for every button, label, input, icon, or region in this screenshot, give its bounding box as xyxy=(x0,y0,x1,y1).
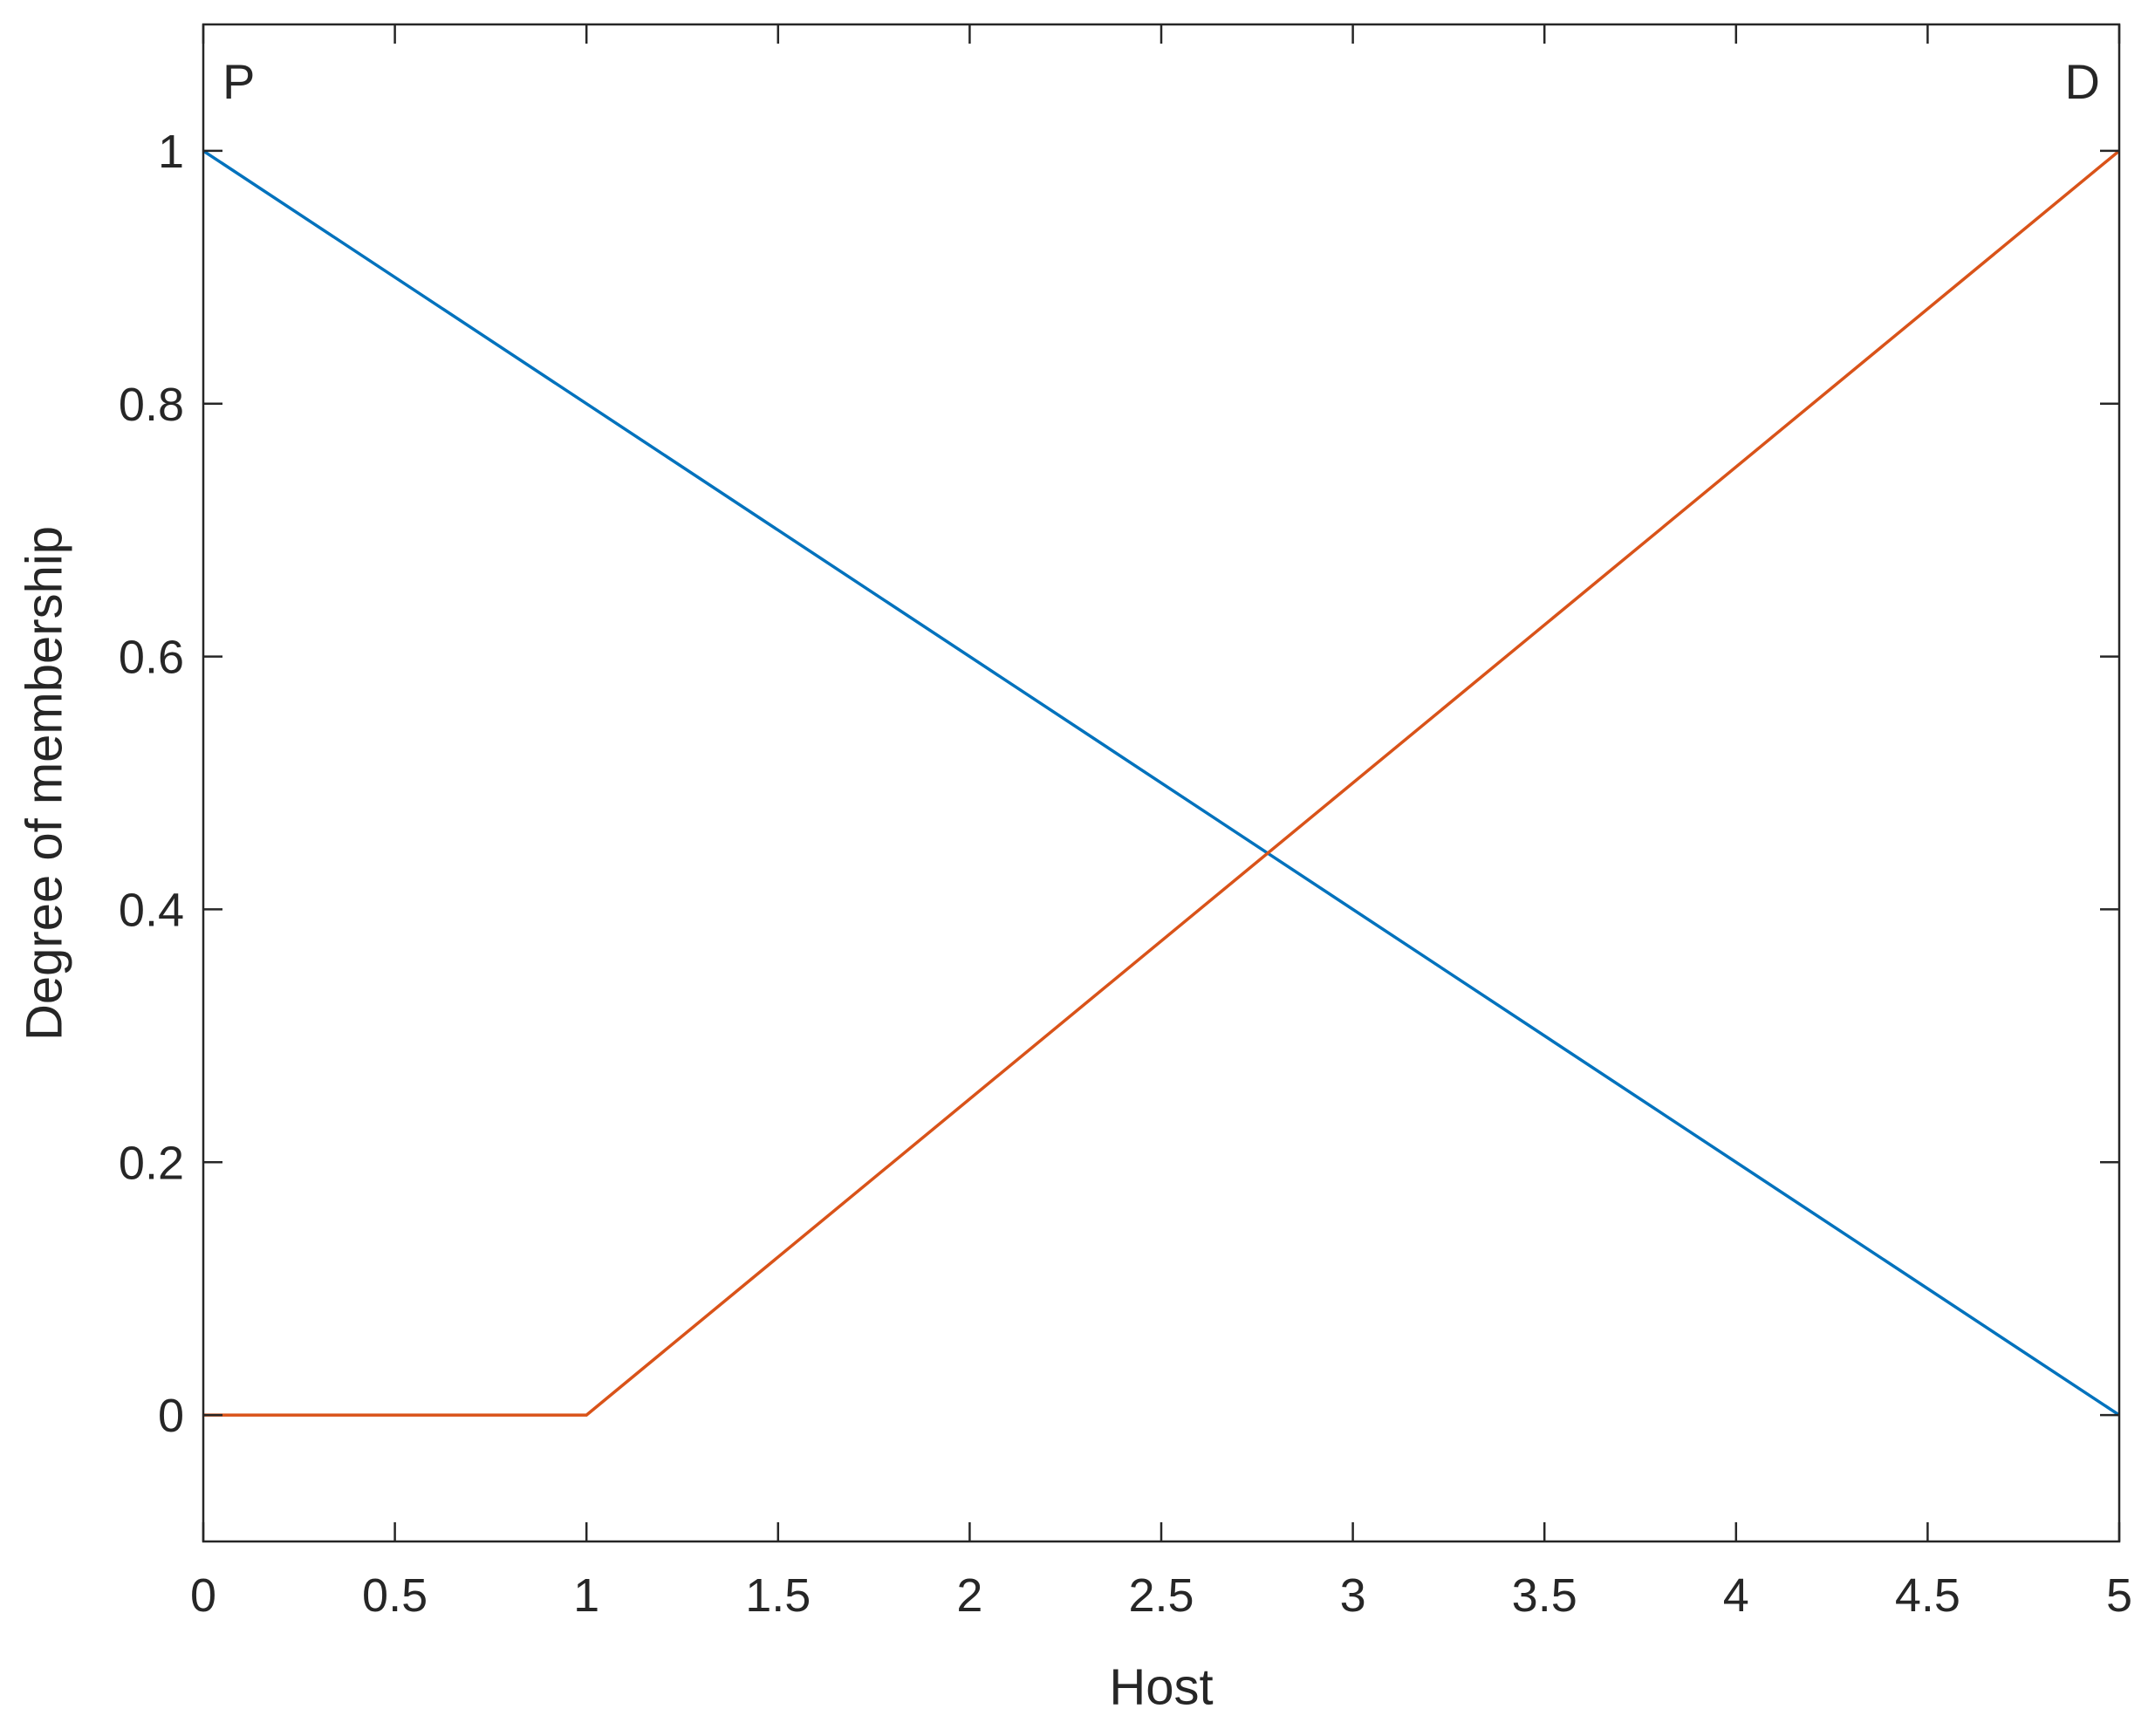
series-label: P xyxy=(222,54,255,109)
series-label: D xyxy=(2065,54,2100,109)
x-tick-label: 1 xyxy=(573,1569,599,1622)
y-tick-label: 0.4 xyxy=(119,884,184,936)
series-line xyxy=(203,149,2121,1417)
y-tick-label: 1 xyxy=(158,126,184,178)
y-tick-label: 0.2 xyxy=(119,1137,184,1189)
x-axis-label: Host xyxy=(1109,1658,1213,1715)
x-tick-label: 0 xyxy=(190,1569,216,1622)
x-tick-label: 5 xyxy=(2106,1569,2132,1622)
x-tick-label: 2.5 xyxy=(1128,1569,1194,1622)
series-line xyxy=(202,149,2120,1417)
y-tick-label: 0.8 xyxy=(119,379,184,431)
x-tick-label: 3.5 xyxy=(1512,1569,1577,1622)
x-tick-label: 3 xyxy=(1340,1569,1366,1622)
x-tick-label: 4 xyxy=(1723,1569,1749,1622)
x-tick-label: 2 xyxy=(956,1569,982,1622)
y-tick-label: 0 xyxy=(158,1390,184,1442)
y-tick-label: 0.6 xyxy=(119,632,184,684)
y-axis-label: Degree of membership xyxy=(16,526,72,1041)
x-tick-label: 4.5 xyxy=(1895,1569,1960,1622)
x-tick-label: 1.5 xyxy=(745,1569,811,1622)
x-tick-label: 0.5 xyxy=(362,1569,428,1622)
